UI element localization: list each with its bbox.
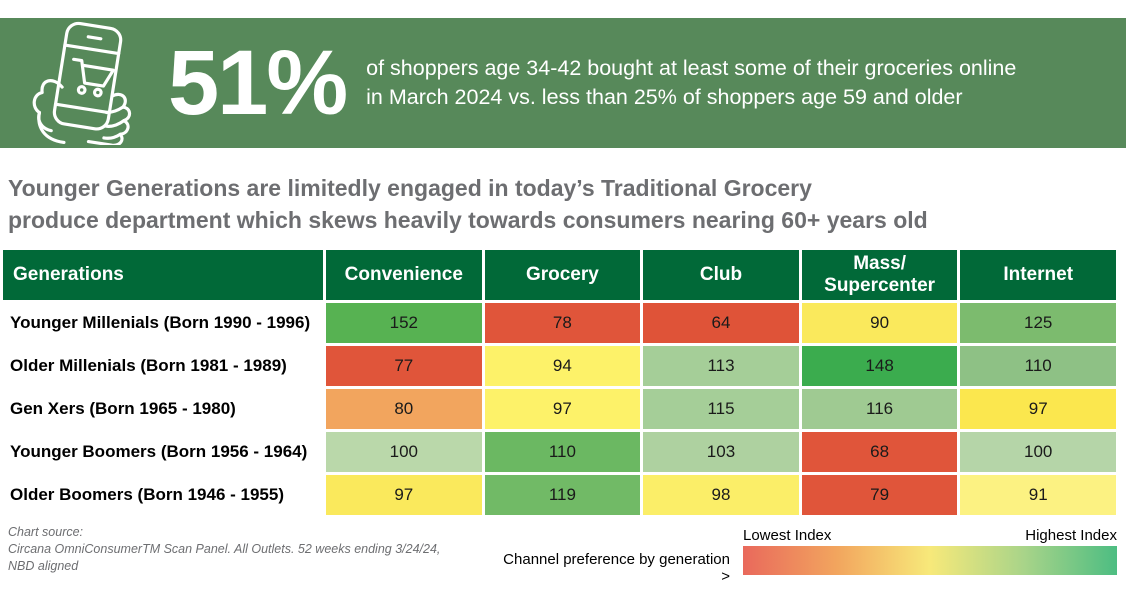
row-label: Younger Millenials (Born 1990 - 1996) <box>3 303 323 343</box>
page-title-line1: Younger Generations are limitedly engage… <box>8 175 812 201</box>
legend-gradient-bar <box>743 546 1117 575</box>
chart-source-line2: Circana OmniConsumerTM Scan Panel. All O… <box>8 541 441 556</box>
legend-highest-label: Highest Index <box>1025 527 1117 544</box>
heatmap-cell: 90 <box>801 303 958 343</box>
column-header: Convenience <box>326 250 482 300</box>
heatmap-cell: 125 <box>960 303 1116 343</box>
stat-description-line2: in March 2024 vs. less than 25% of shopp… <box>366 85 963 109</box>
column-header: Generations <box>3 250 323 300</box>
legend-lowest-label: Lowest Index <box>743 527 832 544</box>
heatmap-cell: 91 <box>960 475 1116 515</box>
heatmap-cell: 78 <box>484 303 641 343</box>
heatmap-cell: 97 <box>484 389 641 429</box>
chart-source: Chart source: Circana OmniConsumerTM Sca… <box>8 524 488 575</box>
legend-note: Channel preference by generation > <box>503 551 730 585</box>
heatmap-cell: 97 <box>326 475 482 515</box>
row-label: Gen Xers (Born 1965 - 1980) <box>3 389 323 429</box>
stat-value: 51% <box>168 32 348 134</box>
heatmap-cell: 98 <box>643 475 799 515</box>
row-label: Older Millenials (Born 1981 - 1989) <box>3 346 323 386</box>
column-header: Club <box>643 250 799 300</box>
heatmap-cell: 116 <box>801 389 958 429</box>
stat-description-line1: of shoppers age 34-42 bought at least so… <box>366 55 1017 80</box>
column-header: Internet <box>960 250 1116 300</box>
heatmap-cell: 115 <box>643 389 799 429</box>
heatmap-cell: 97 <box>960 389 1116 429</box>
mobile-shopping-cart-icon <box>24 21 142 147</box>
heatmap-cell: 68 <box>801 432 958 472</box>
heatmap-cell: 64 <box>643 303 799 343</box>
heatmap-cell: 100 <box>960 432 1116 472</box>
heatmap-cell: 110 <box>484 432 641 472</box>
stat-banner: 51% of shoppers age 34-42 bought at leas… <box>0 18 1126 148</box>
chart-source-line1: Chart source: <box>8 525 84 539</box>
page-title-line2: produce department which skews heavily t… <box>8 207 928 234</box>
heatmap-cell: 113 <box>643 346 799 386</box>
heatmap-cell: 80 <box>326 389 482 429</box>
row-label: Older Boomers (Born 1946 - 1955) <box>3 475 323 515</box>
heatmap-table: Generations Convenience Grocery Club Mass/ S… <box>3 250 1116 515</box>
stat-description: of shoppers age 34-42 bought at least so… <box>366 54 1016 112</box>
heatmap-cell: 100 <box>326 432 482 472</box>
heatmap-cell: 94 <box>484 346 641 386</box>
heatmap-cell: 110 <box>960 346 1116 386</box>
chart-source-line3: NBD aligned <box>8 558 79 573</box>
heatmap-cell: 77 <box>326 346 482 386</box>
row-label: Younger Boomers (Born 1956 - 1964) <box>3 432 323 472</box>
heatmap-cell: 148 <box>801 346 958 386</box>
heatmap-cell: 152 <box>326 303 482 343</box>
column-header: Mass/ Supercenter <box>801 250 958 300</box>
heatmap-cell: 103 <box>643 432 799 472</box>
heatmap-cell: 79 <box>801 475 958 515</box>
heatmap-cell: 119 <box>484 475 641 515</box>
column-header: Grocery <box>484 250 641 300</box>
page-title: Younger Generations are limitedly engage… <box>8 172 1118 236</box>
